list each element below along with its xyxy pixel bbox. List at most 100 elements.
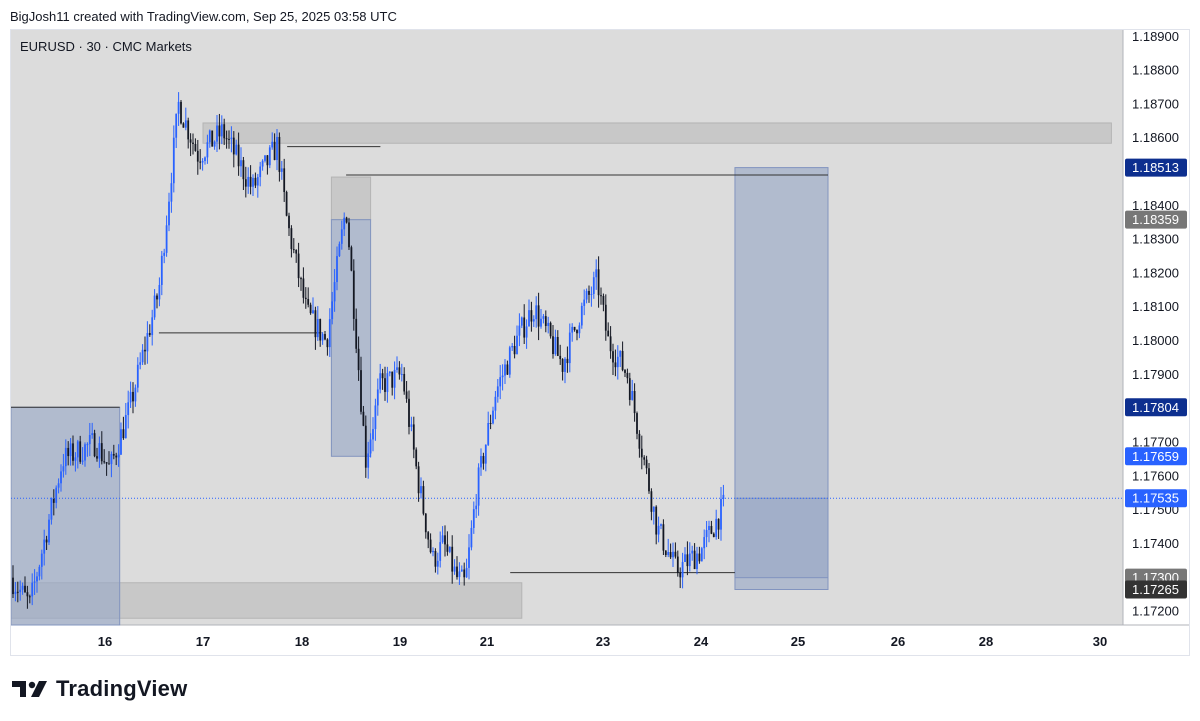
candle-body [271,141,274,148]
candle-body [45,539,48,543]
candle-body [256,177,259,186]
candle-body [619,350,622,357]
candle-body [208,130,211,143]
candle-body [93,433,96,457]
candle-body [31,582,34,597]
candle-body [249,176,252,187]
price-tick-label: 1.18200 [1132,265,1179,280]
candle-body [218,125,221,137]
candle-body [307,298,310,305]
price-tags-layer: 1.185131.183591.178041.176591.175351.173… [1125,158,1187,599]
price-tick-label: 1.17200 [1132,603,1179,618]
price-tick-label: 1.18900 [1132,30,1179,44]
candle-body [688,553,691,567]
candle-body [292,249,295,251]
candle-body [388,371,391,374]
candle-body [650,491,653,512]
candle-body [60,471,62,484]
candle-body [50,498,53,520]
candle-body [468,547,470,568]
candle-body [427,532,430,540]
candle-body [122,429,125,439]
candle-body [712,533,715,537]
candle-body [328,319,331,348]
candle-body [151,317,154,336]
candle-body [446,544,449,552]
candle-body [640,448,643,458]
price-tag [1125,210,1187,229]
candle-body [552,336,554,355]
candle-body [357,348,360,371]
candle-body [278,136,281,172]
time-tick-label: 19 [393,634,407,649]
candle-body [12,577,14,595]
candle-body [19,589,22,593]
candle-body [266,155,269,166]
price-tag [1125,447,1187,466]
price-tick-label: 1.18000 [1132,333,1179,348]
candle-body [686,554,689,567]
candle-body [276,136,278,161]
time-axis-layer[interactable]: 16 17 18 19 21 23 24 25 26 28 30 [98,634,1107,649]
candle-body [516,335,518,355]
chart-frame[interactable]: 1.189001.188001.187001.186001.185001.184… [10,29,1190,656]
candle-body [472,509,475,528]
price-axis-layer[interactable]: 1.189001.188001.187001.186001.185001.184… [1132,30,1179,618]
candle-body [364,425,367,468]
candle-body [609,336,612,352]
candle-body [698,553,701,562]
price-tick-label: 1.17400 [1132,536,1179,551]
candle-body [280,168,283,172]
candle-body [240,160,242,167]
candle-body [36,576,38,582]
candle-body [508,347,511,375]
candle-body [463,569,466,578]
candle-body [556,336,559,356]
candle-body [98,443,101,459]
candle-body [177,101,180,114]
time-tick-label: 24 [694,634,709,649]
candle-body [136,364,139,388]
candle-body [518,325,521,336]
candle-body [309,304,312,314]
candle-body [204,157,206,161]
candle-body [664,550,667,555]
candle-body [172,137,175,184]
symbol-legend[interactable]: EURUSD · 30 · CMC Markets [20,39,192,54]
candle-body [441,535,444,543]
tradingview-logo-icon [12,681,47,697]
candle-body [657,525,660,535]
candle-body [568,332,571,364]
candle-body [432,550,434,553]
candle-body [43,539,46,554]
candle-body [578,325,581,334]
candle-body [585,290,588,300]
candle-body [170,183,173,202]
candle-body [386,373,389,392]
price-tick-label: 1.17600 [1132,468,1179,483]
candle-body [494,396,497,411]
candle-body [129,391,132,403]
price-tick-label: 1.18100 [1132,299,1179,314]
candle-body [576,330,578,334]
price-chart[interactable]: 1.189001.188001.187001.186001.185001.184… [11,30,1189,655]
candle-body [674,551,677,557]
candle-body [436,560,439,567]
candle-body [403,373,406,392]
candle-body [645,459,648,469]
candle-body [91,433,94,436]
candle-body [691,550,694,554]
brand-footer[interactable]: TradingView [12,676,187,702]
candle-body [376,389,379,406]
candle-body [242,160,245,180]
candle-body [624,370,626,373]
candle-body [175,113,178,138]
candle-body [213,141,216,147]
price-tag-label: 1.17804 [1132,400,1179,415]
candle-body [696,553,698,570]
price-tag [1125,580,1187,599]
price-tag-label: 1.18513 [1132,160,1179,175]
candle-body [448,546,451,552]
candle-body [220,124,223,137]
candle-body [532,319,535,322]
